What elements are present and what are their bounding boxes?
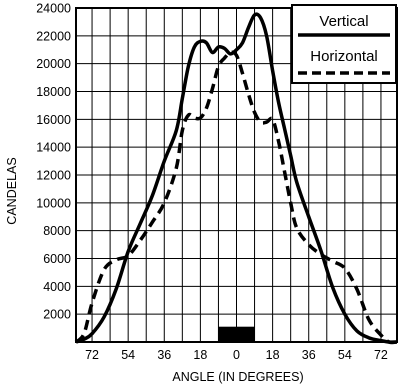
plot-border xyxy=(75,7,398,343)
x-tick-label: 18 xyxy=(193,348,207,362)
x-tick-label: 36 xyxy=(157,348,171,362)
x-tick-label: 0 xyxy=(233,348,240,362)
legend-label-horizontal: Horizontal xyxy=(310,48,378,65)
x-axis-title: ANGLE (IN DEGREES) xyxy=(172,370,303,384)
y-axis-title: CANDELAS xyxy=(5,157,19,224)
y-tick-label: 16000 xyxy=(36,113,71,127)
x-tick-label: 18 xyxy=(266,348,280,362)
y-tick-label: 12000 xyxy=(36,169,71,183)
center-marker-layer xyxy=(218,326,255,342)
x-tick-label: 54 xyxy=(121,348,135,362)
x-tick-label: 36 xyxy=(302,348,316,362)
y-tick-label: 14000 xyxy=(36,141,71,155)
x-tick-label: 72 xyxy=(85,348,99,362)
y-tick-label: 20000 xyxy=(36,57,71,71)
x-tick-label: 54 xyxy=(338,348,352,362)
y-tick-label: 24000 xyxy=(36,2,71,16)
plot-frame xyxy=(75,7,398,343)
y-tick-label: 6000 xyxy=(43,252,71,266)
legend: Vertical Horizontal xyxy=(291,4,397,84)
y-tick-label: 8000 xyxy=(43,224,71,238)
series-line-vertical xyxy=(75,12,398,344)
y-tick-label: 4000 xyxy=(43,280,71,294)
series-lines xyxy=(74,12,398,345)
x-tick-labels: 72 54 36 18 0 18 36 54 72 xyxy=(85,348,388,362)
y-tick-label: 22000 xyxy=(36,29,71,43)
y-tick-labels: 2000 4000 6000 8000 10000 12000 14000 16000 1800… xyxy=(36,2,71,322)
legend-label-vertical: Vertical xyxy=(319,13,368,30)
y-tick-label: 2000 xyxy=(43,308,71,322)
y-tick-label: 18000 xyxy=(36,85,71,99)
grid xyxy=(76,8,397,342)
y-tick-label: 10000 xyxy=(36,196,71,210)
x-tick-label: 72 xyxy=(374,348,388,362)
legend-box xyxy=(291,4,397,84)
series-line-horizontal xyxy=(74,50,398,345)
center-marker xyxy=(218,326,255,342)
